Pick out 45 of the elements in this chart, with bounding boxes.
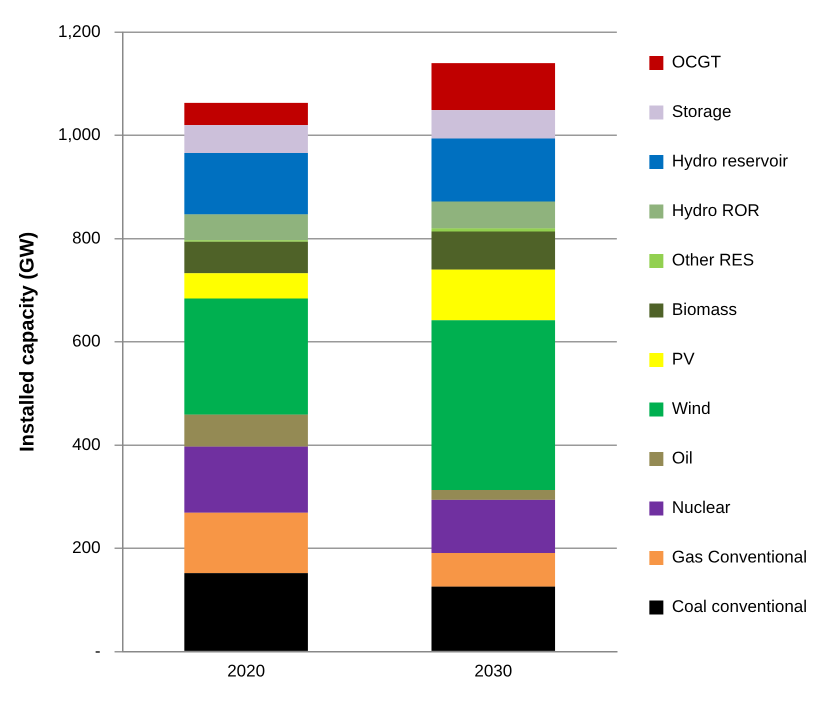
bar — [431, 231, 556, 270]
y-tick-label: - — [94, 641, 101, 660]
bar — [184, 214, 308, 240]
bar — [431, 228, 556, 232]
bar — [431, 138, 556, 202]
y-tick-label: 1,000 — [58, 125, 101, 144]
legend-label: Nuclear — [672, 498, 731, 518]
legend-label: Other RES — [672, 250, 754, 270]
bar — [431, 202, 556, 228]
legend-label: Gas Conventional — [672, 548, 807, 567]
y-tick-label: 600 — [72, 332, 101, 351]
y-tick-label: 200 — [72, 538, 101, 558]
bar — [431, 500, 556, 554]
y-axis-title: Installed capacity (GW) — [16, 232, 39, 452]
bar — [184, 152, 308, 214]
bar — [184, 446, 308, 513]
bar — [184, 102, 308, 126]
legend-label: Biomass — [672, 300, 738, 320]
legend-label: Coal conventional — [672, 597, 808, 616]
legend-label: Hydro reservoir — [672, 152, 788, 171]
bar — [431, 270, 556, 320]
bar — [184, 573, 308, 651]
y-tick-label: 400 — [72, 434, 101, 454]
bar — [431, 63, 556, 110]
legend-label: Hydro ROR — [672, 201, 760, 220]
bar — [184, 512, 308, 574]
bar — [431, 320, 556, 490]
legend-label: Wind — [672, 399, 711, 418]
bar — [184, 298, 308, 415]
bar — [184, 414, 308, 447]
bar — [431, 490, 556, 500]
legend-label: Storage — [672, 102, 732, 122]
bar — [184, 242, 308, 274]
x-tick-label: 2020 — [227, 661, 266, 680]
y-tick-label: 800 — [72, 228, 101, 248]
bar — [431, 110, 556, 139]
legend-label: Oil — [672, 448, 693, 468]
bar — [431, 553, 556, 587]
legend-label: PV — [672, 350, 696, 369]
y-tick-label: 1,200 — [58, 22, 101, 41]
x-tick-label: 2030 — [474, 661, 512, 680]
bar — [184, 125, 308, 153]
bar — [184, 273, 308, 299]
bar — [431, 586, 556, 651]
legend-label: OCGT — [672, 52, 721, 72]
